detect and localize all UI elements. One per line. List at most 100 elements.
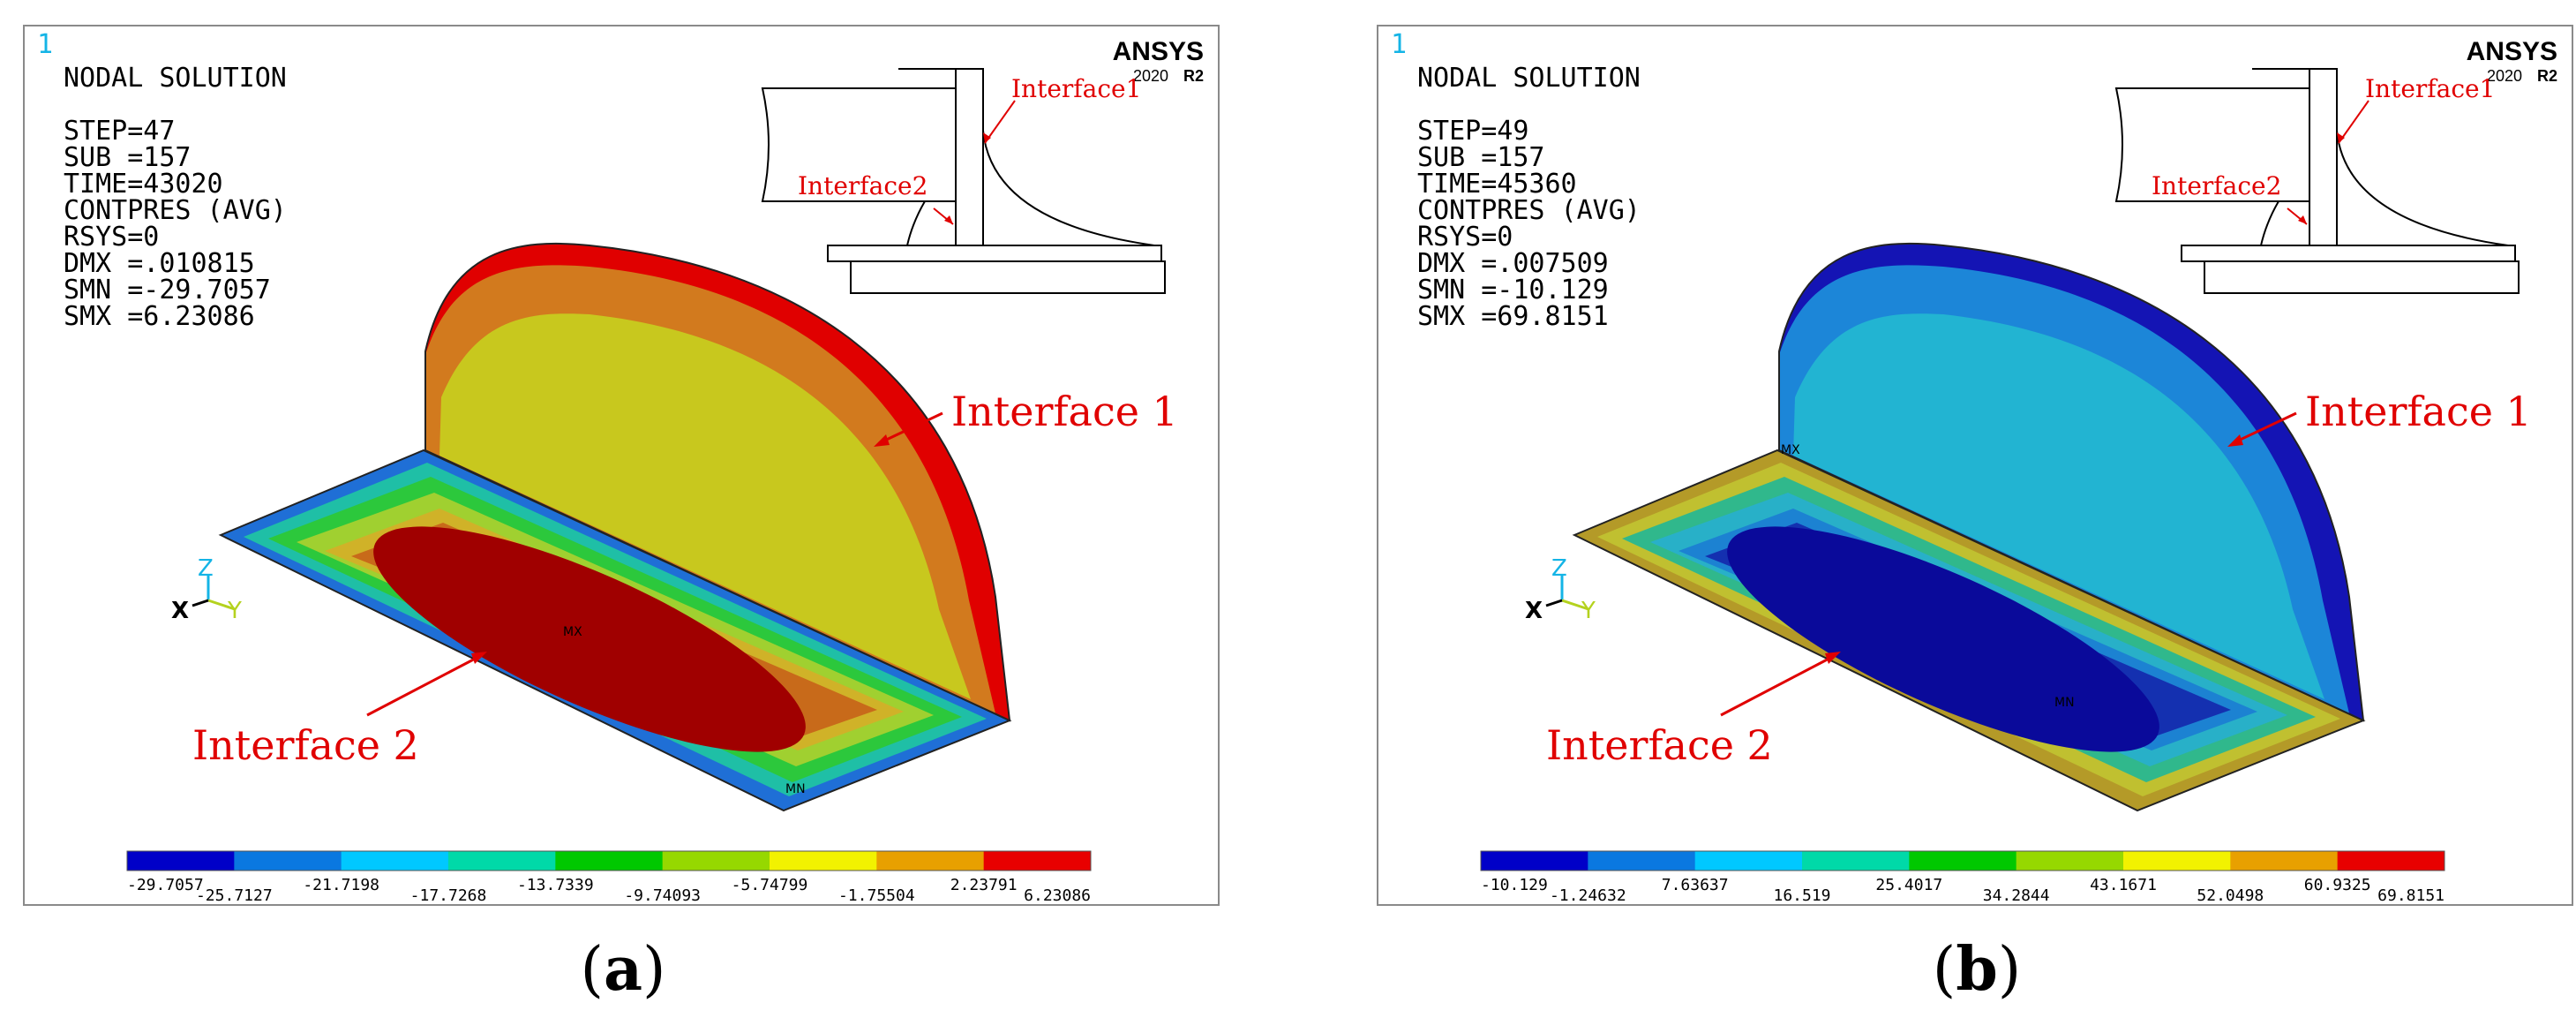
upper-surface-outline [424, 242, 1011, 722]
info-rsys: RSYS=0 [64, 222, 159, 253]
ansys-release: R2 [2537, 67, 2557, 85]
ansys-scene-b: 1 ANSYS 2020 R2 NODAL SOLUTION STEP=49 S… [1391, 29, 2557, 904]
legend-swatch [2230, 851, 2339, 871]
solution-header: NODAL SOLUTION [1417, 63, 1641, 94]
legend-swatch [1694, 851, 1803, 871]
upper-contact-surface [1778, 242, 2365, 722]
schematic-annotations: Interface1 Interface2 [798, 74, 1141, 225]
caption-letter: b [1956, 934, 1998, 1005]
triad-x-axis [192, 599, 209, 607]
schematic-shaft [761, 87, 957, 202]
schematic-label-interface1: Interface1 [1011, 74, 1141, 103]
interface-schematic [2114, 68, 2520, 294]
legend-tick-label: 2.23791 [950, 876, 1018, 894]
triad-y-label: Y [1581, 598, 1596, 624]
min-marker: MN [785, 782, 806, 796]
legend-tick-label: 16.519 [1773, 886, 1830, 904]
legend-frame [126, 850, 1092, 871]
triad-z-label: Z [198, 555, 214, 582]
info-time: TIME=45360 [1417, 169, 1577, 200]
info-dmx: DMX =.010815 [64, 248, 255, 279]
schematic-plate [2309, 68, 2338, 245]
legend-swatches [126, 850, 1092, 871]
legend-tick-label: -13.7339 [517, 876, 594, 894]
legend-swatch [1802, 851, 1910, 871]
annotations: Interface 1 Interface 2 [192, 388, 1178, 769]
legend-tick-label: 43.1671 [2090, 876, 2157, 894]
legend-tick-label: 6.23086 [1024, 886, 1091, 904]
legend-frame [1480, 850, 2445, 871]
info-sub: SUB =157 [1417, 142, 1545, 173]
legend-swatch [2337, 851, 2445, 871]
label-interface2: Interface 2 [192, 721, 419, 769]
triad-y-axis [1561, 599, 1589, 611]
interface1-arrow [2232, 411, 2297, 445]
legend-tick-label: -1.75504 [838, 886, 915, 904]
legend-ticks: -29.7057-25.7127 -21.7198 -17.7268 -13.7339… [127, 876, 1091, 904]
legend-swatch [341, 851, 449, 871]
max-marker: MX [563, 625, 582, 639]
upper-surface-inner [1793, 313, 2324, 699]
interface2-arrow [1720, 653, 1836, 717]
schematic-foot [2204, 260, 2520, 294]
schematic-label-interface2: Interface2 [2152, 171, 2281, 200]
upper-contact-surface [424, 242, 1011, 722]
schematic-arrowhead-1 [983, 132, 991, 143]
interface1-arrowhead [874, 434, 890, 447]
legend-tick-label: 34.2844 [1983, 886, 2050, 904]
legend-tick-label: 69.8151 [2377, 886, 2445, 904]
legend-tick-label: -25.7127 [196, 886, 273, 904]
ansys-version: 2020 [1133, 67, 1168, 85]
ansys-version: 2020 [2487, 67, 2522, 85]
schematic-arrow-1 [984, 100, 1016, 144]
coordinate-triad: Z Y X [171, 555, 242, 624]
schematic-foot [850, 260, 1166, 294]
legend-tick-label: -29.7057 [127, 876, 204, 894]
ansys-logo-text: ANSYS [1113, 37, 1204, 66]
legend-tick-label: -5.74799 [732, 876, 808, 894]
info-dmx: DMX =.007509 [1417, 248, 1609, 279]
solution-info: NODAL SOLUTION STEP=49 SUB =157 TIME=453… [1417, 63, 1641, 332]
annotations: Interface 1 Interface 2 [1546, 388, 2532, 769]
legend-swatch [770, 851, 877, 871]
schematic-fillet [2336, 130, 2509, 246]
caption-letter: a [603, 934, 643, 1005]
upper-surface-inner [439, 313, 971, 699]
legend-swatch [127, 851, 235, 871]
legend-swatch [234, 851, 342, 871]
schematic-arrow-1 [2338, 100, 2369, 144]
schematic-arrowhead-2 [2298, 215, 2307, 224]
color-legend: -10.129-1.24632 7.63637 16.519 25.4017 34.28… [1480, 850, 2445, 904]
interface2-arrowhead [471, 652, 487, 664]
schematic-neck [2260, 200, 2279, 246]
legend-swatch [1588, 851, 1696, 871]
interface1-arrowhead [2227, 434, 2243, 447]
lower-surface-core [373, 526, 806, 752]
triad-z-label: Z [1551, 555, 1567, 582]
interface-schematic [761, 68, 1166, 294]
legend-tick-label: -21.7198 [303, 876, 379, 894]
triad-y-axis [207, 599, 236, 611]
legend-swatch [2123, 851, 2231, 871]
legend-swatch [555, 851, 664, 871]
legend-tick-label: 7.63637 [1662, 876, 1729, 894]
info-result: CONTPRES (AVG) [64, 195, 287, 226]
upper-surface-outline [1778, 242, 2365, 722]
legend-tick-label: 25.4017 [1875, 876, 1942, 894]
legend-tick-label: -10.129 [1481, 876, 1548, 894]
ansys-release: R2 [1183, 67, 1204, 85]
window-number: 1 [37, 29, 53, 60]
label-interface1: Interface 1 [951, 388, 1178, 435]
legend-swatch [2016, 851, 2124, 871]
max-marker: MX [1781, 443, 1800, 457]
solution-info: NODAL SOLUTION STEP=47 SUB =157 TIME=430… [64, 63, 287, 332]
legend-tick-label: 52.0498 [2197, 886, 2264, 904]
interface1-arrow [878, 411, 943, 445]
legend-swatch [1909, 851, 2017, 871]
schematic-arrowhead-2 [944, 215, 953, 224]
interface2-arrowhead [1825, 652, 1841, 664]
schematic-label-interface2: Interface2 [798, 171, 928, 200]
ansys-scene-a: 1 ANSYS 2020 R2 NODAL SOLUTION STEP=47 S… [37, 29, 1204, 904]
legend-tick-label: -9.74093 [624, 886, 701, 904]
lower-contact-surface [1572, 449, 2366, 812]
